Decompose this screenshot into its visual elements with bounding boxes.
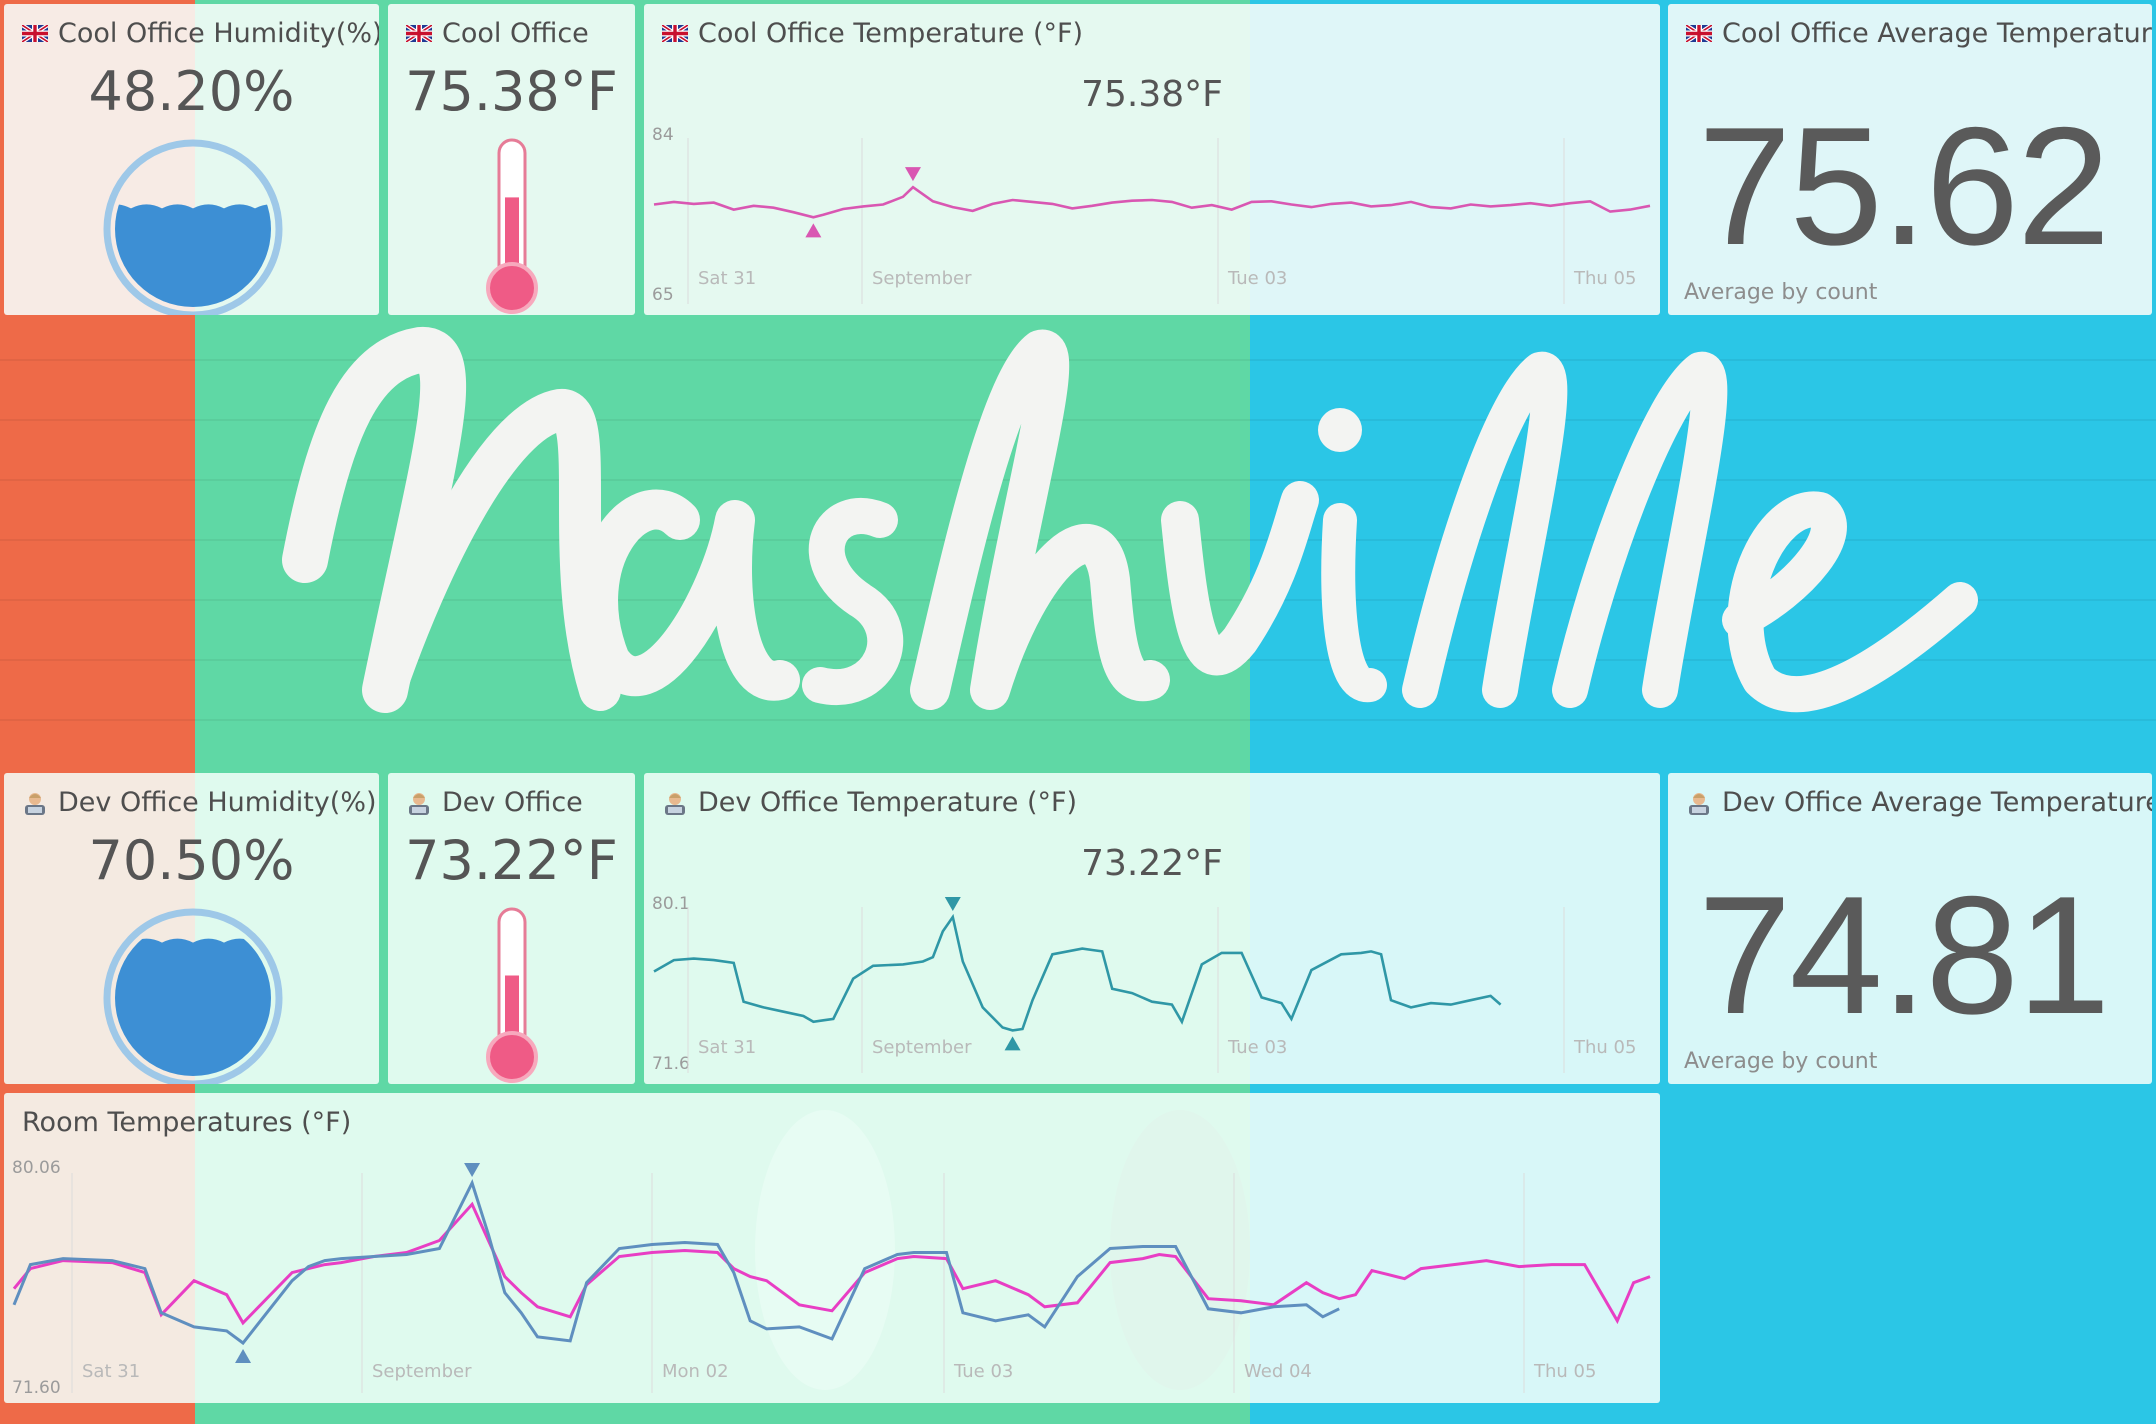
cool-chart-title: Cool Office Temperature (°F) bbox=[662, 18, 1083, 49]
max-marker bbox=[464, 1163, 481, 1177]
min-marker bbox=[805, 223, 822, 238]
series-line bbox=[12, 1179, 1340, 1346]
cool-temp-tile[interactable]: Cool Office 75.38°F bbox=[388, 4, 635, 315]
x-tick-label: Thu 05 bbox=[1573, 268, 1636, 289]
dev-temp-value: 73.22°F bbox=[405, 829, 618, 892]
x-tick-label: September bbox=[872, 1037, 972, 1058]
dev-humidity-value: 70.50% bbox=[88, 829, 295, 892]
dev-humidity-title: Dev Office Humidity(%) bbox=[22, 787, 377, 818]
cool-humidity-water-fill bbox=[115, 204, 271, 307]
y-max-label: 84 bbox=[652, 125, 674, 145]
cool-avg-caption: Average by count bbox=[1684, 280, 1878, 305]
dev-chart-tile[interactable]: Dev Office Temperature (°F) 73.22°F 80.1… bbox=[644, 773, 1660, 1084]
dev-humidity-tile[interactable]: Dev Office Humidity(%) 70.50% bbox=[4, 773, 379, 1084]
dev-avg-title: Dev Office Average Temperature bbox=[1686, 787, 2152, 818]
cool-humidity-title: Cool Office Humidity(%) bbox=[22, 18, 379, 49]
dev-temp-title: Dev Office bbox=[406, 787, 583, 818]
y-max-label: 80.06 bbox=[12, 1158, 61, 1178]
room-chart-title: Room Temperatures (°F) bbox=[22, 1107, 352, 1138]
y-min-label: 71.60 bbox=[12, 1378, 61, 1398]
dev-temperature-chart: 80.1 71.6 Sat 31 September Tue 03 Thu 05 bbox=[652, 894, 1636, 1074]
x-tick-label: Tue 03 bbox=[1227, 268, 1287, 289]
room-temperatures-tile[interactable]: Room Temperatures (°F) 80.06 71.60 Sat 3… bbox=[4, 1093, 1660, 1403]
y-min-label: 65 bbox=[652, 285, 674, 305]
cool-avg-tile[interactable]: Cool Office Average Temperature 75.62 Av… bbox=[1668, 4, 2152, 315]
dev-avg-value: 74.81 bbox=[1698, 861, 2110, 1049]
x-tick-label: Sat 31 bbox=[698, 268, 756, 289]
min-marker bbox=[235, 1348, 252, 1363]
x-tick-label: Tue 03 bbox=[953, 1361, 1013, 1382]
cool-avg-value: 75.62 bbox=[1698, 92, 2110, 280]
uk-flag-icon bbox=[22, 25, 48, 42]
water-gauge-icon bbox=[103, 139, 283, 315]
cool-temperature-chart: 84 65 Sat 31 September Tue 03 Thu 05 bbox=[652, 125, 1651, 305]
x-tick-label: Sat 31 bbox=[82, 1361, 140, 1382]
x-tick-label: Thu 05 bbox=[1573, 1037, 1636, 1058]
technologist-icon bbox=[665, 792, 685, 815]
series-line bbox=[653, 913, 1502, 1032]
uk-flag-icon bbox=[1686, 25, 1712, 42]
x-tick-label: Tue 03 bbox=[1227, 1037, 1287, 1058]
x-tick-label: Mon 02 bbox=[662, 1361, 729, 1382]
min-marker bbox=[1004, 1036, 1021, 1051]
y-min-label: 71.6 bbox=[652, 1054, 690, 1074]
technologist-icon bbox=[25, 792, 45, 815]
thermometer-icon bbox=[486, 138, 538, 314]
dev-chart-current: 73.22°F bbox=[1081, 843, 1223, 884]
water-gauge-icon bbox=[103, 908, 283, 1084]
cool-temp-value: 75.38°F bbox=[405, 60, 618, 123]
x-tick-label: September bbox=[372, 1361, 472, 1382]
dev-avg-tile[interactable]: Dev Office Average Temperature 74.81 Ave… bbox=[1668, 773, 2152, 1084]
uk-flag-icon bbox=[662, 25, 688, 42]
room-temperatures-chart: 80.06 71.60 Sat 31 September Mon 02 Tue 03 W… bbox=[12, 1158, 1651, 1398]
dev-avg-caption: Average by count bbox=[1684, 1049, 1878, 1074]
x-tick-label: Sat 31 bbox=[698, 1037, 756, 1058]
cool-humidity-value: 48.20% bbox=[88, 60, 295, 123]
cool-humidity-tile[interactable]: Cool Office Humidity(%) 48.20% bbox=[4, 4, 379, 315]
x-tick-label: Thu 05 bbox=[1533, 1361, 1596, 1382]
x-tick-label: September bbox=[872, 268, 972, 289]
uk-flag-icon bbox=[406, 25, 432, 42]
x-tick-label: Wed 04 bbox=[1244, 1361, 1312, 1382]
cool-avg-title: Cool Office Average Temperature bbox=[1686, 18, 2152, 49]
y-max-label: 80.1 bbox=[652, 894, 690, 914]
technologist-icon bbox=[1689, 792, 1709, 815]
max-marker bbox=[904, 167, 921, 182]
dev-chart-title: Dev Office Temperature (°F) bbox=[662, 787, 1077, 818]
max-marker bbox=[944, 897, 961, 911]
dev-temp-tile[interactable]: Dev Office 73.22°F bbox=[388, 773, 635, 1084]
series-line bbox=[12, 1201, 1651, 1326]
cool-chart-tile[interactable]: Cool Office Temperature (°F) 75.38°F 84 … bbox=[644, 4, 1660, 315]
thermometer-icon bbox=[486, 907, 538, 1083]
cool-temp-title: Cool Office bbox=[406, 18, 589, 49]
cool-chart-current: 75.38°F bbox=[1081, 74, 1223, 115]
technologist-icon bbox=[409, 792, 429, 815]
series-line bbox=[653, 185, 1651, 219]
dev-humidity-water-fill bbox=[115, 938, 271, 1076]
